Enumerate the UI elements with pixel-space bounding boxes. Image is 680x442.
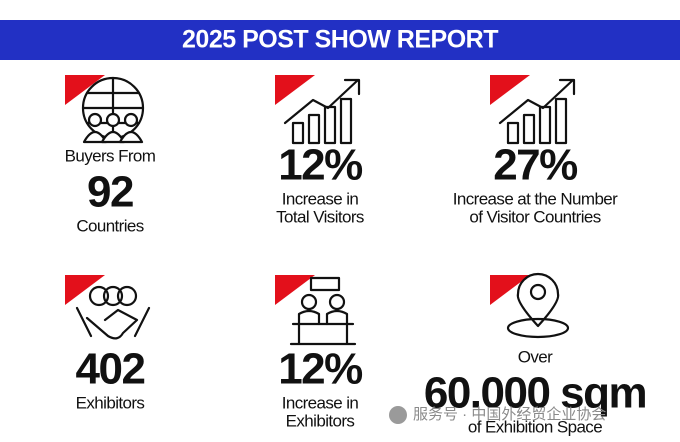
stat-label: Exhibitors [76,393,145,412]
icon-part [522,113,536,145]
stat-icon [275,275,357,346]
icon-accent [490,275,530,305]
stat-label: Buyers From [65,146,156,165]
stat-label: Total Visitors [276,207,364,226]
stat-icon [490,272,570,339]
icon-part [116,285,138,307]
icon-part [88,285,110,307]
stat-icon [275,75,361,145]
stat-label: of Exhibition Space [468,417,602,436]
header-title: 2025 POST SHOW REPORT [182,26,498,54]
icon-part [291,121,305,145]
icon-part [283,78,361,125]
icon-part [554,97,568,145]
icon-part [123,112,139,128]
watermark: 服务号 · 中国外经贸企业协会 [389,405,606,424]
icon-part [506,121,520,145]
icon-part [118,130,144,144]
stat-value: 27% [493,141,577,190]
icon-part [102,285,124,307]
icon-part [516,272,560,328]
icon-part [81,76,145,140]
header-bar [0,20,680,60]
stat-label: Exhibitors [286,411,355,430]
icon-part [506,317,570,339]
icon-part [289,322,357,346]
icon-accent [65,75,105,105]
icon-part [297,309,321,326]
icon-part [87,112,103,128]
stat-label: Increase in [282,189,359,208]
icon-part [309,276,341,292]
watermark-icon [389,406,407,424]
stat-label: Increase in [282,393,359,412]
stat-label: Over [518,347,553,366]
stat-value: 402 [76,345,145,394]
icon-part [529,283,547,301]
stat-value: 92 [87,168,133,217]
stat-label: of Visitor Countries [469,207,600,226]
watermark-text: 服务号 · 中国外经贸企业协会 [413,405,606,423]
stat-value: 12% [278,141,362,190]
stat-label: Increase at the Number [453,189,618,208]
icon-part [105,112,121,128]
icon-part [325,309,349,326]
icon-part [498,78,576,125]
stat-label: Countries [76,216,143,235]
icon-accent [65,275,105,305]
stat-icon [65,275,151,340]
icon-part [300,293,318,311]
stat-icon [490,75,576,145]
stat-icon [65,75,145,144]
stat-value: 12% [278,345,362,394]
icon-part [339,97,353,145]
icon-part [75,306,151,340]
icon-part [328,293,346,311]
icon-accent [275,75,315,105]
icon-part [307,113,321,145]
icon-accent [275,275,315,305]
icon-accent [490,75,530,105]
stat-value: 60.000 sqm [424,369,646,418]
